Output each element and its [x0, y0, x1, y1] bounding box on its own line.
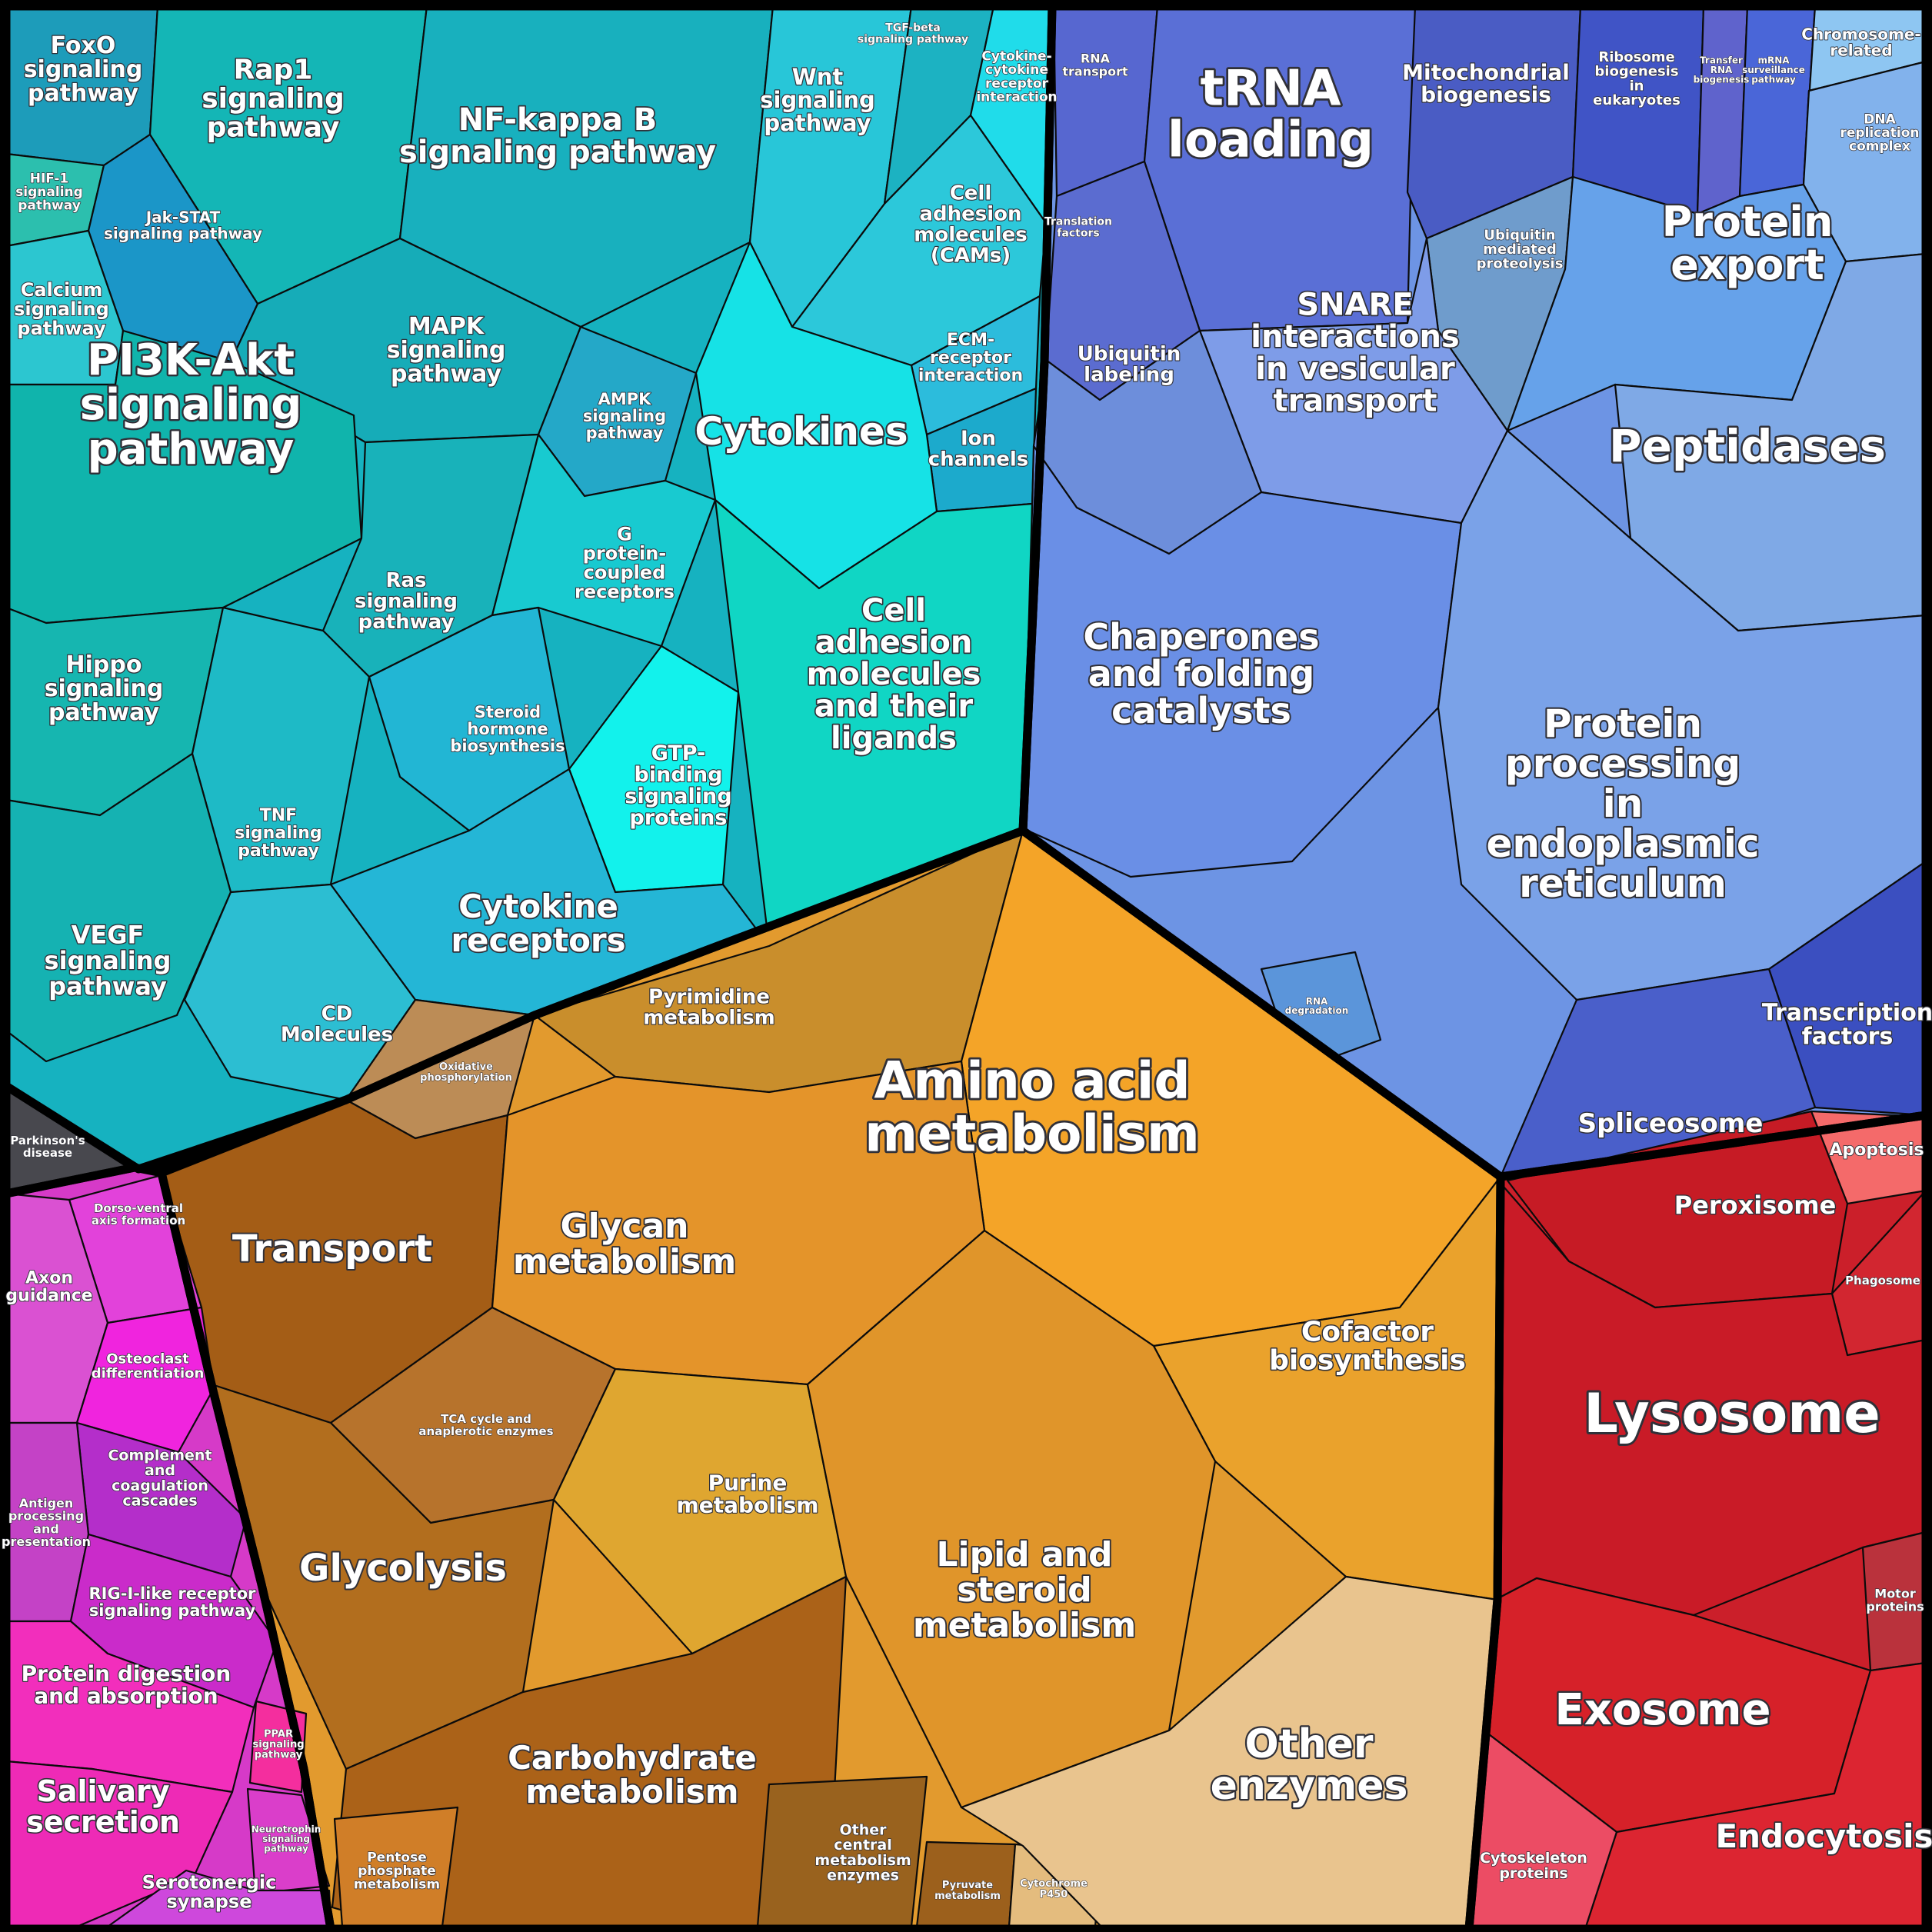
ecm-receptor-interaction-label: ECM-receptor interaction	[918, 331, 1023, 385]
transport-label: Transport	[232, 1227, 432, 1271]
cytochrome-p450-label: Cytochrome P450	[1020, 1878, 1088, 1900]
foxo-signaling-pathway-label: FoxO signaling pathway	[24, 32, 143, 107]
peptidases-label: Peptidases	[1609, 420, 1886, 472]
rna-degradation-label: RNA degradation	[1285, 996, 1349, 1016]
axon-guidance-label: Axon guidance	[5, 1269, 92, 1306]
cofactor-biosynthesis-label: Cofactor biosynthesis	[1269, 1316, 1466, 1376]
phagosome-label: Phagosome	[1845, 1274, 1920, 1287]
transcription-factors-label: Transcription factors	[1762, 999, 1932, 1050]
steroid-hormone-biosynthesis-label: Steroid hormone biosynthesis	[450, 703, 565, 755]
complement-and-coagulation-cascades-label: Complement and coagulation cascades	[108, 1447, 212, 1509]
pi3k-akt-signaling-pathway-label: PI3K-Akt signaling pathway	[80, 335, 302, 475]
mitochondrial-biogenesis-label: Mitochondrial biogenesis	[1402, 59, 1570, 107]
carbohydrate-metabolism-label: Carbohydrate metabolism	[508, 1739, 757, 1810]
g-protein-coupled-receptors-cell[interactable]	[491, 433, 717, 648]
cell-adhesion-molecules-and-their-ligands-label: Cell adhesion molecules and their ligands	[807, 593, 981, 756]
rig-i-like-receptor-signaling-pathway-label: RIG-I-like receptor signaling pathway	[89, 1584, 257, 1620]
serotonergic-synapse-label: Serotonergic synapse	[142, 1872, 277, 1913]
trna-loading-label: tRNA loading	[1168, 61, 1374, 169]
protein-export-cell[interactable]	[1506, 175, 1847, 432]
rna-transport-label: RNA transport	[1062, 52, 1128, 79]
snare-interactions-in-vesicular-transport-label: SNARE interactions in vesicular transport	[1251, 288, 1459, 419]
protein-processing-in-endoplasmic-reticulum-label: Protein processing in endoplasmic reticulum	[1487, 701, 1760, 906]
exosome-label: Exosome	[1555, 1685, 1771, 1735]
labels-layer: FoxO signaling pathway Rap1 signaling pathway…	[1, 22, 1932, 1913]
sector-border-environmental-and-organismal-systems	[2, 1163, 335, 1932]
dna-replication-complex-label: DNA replication complex	[1840, 112, 1919, 154]
osteoclast-differentiation-label: Osteoclast differentiation	[92, 1351, 205, 1382]
cytoskeleton-proteins-label: Cytoskeleton proteins	[1480, 1850, 1587, 1882]
calcium-signaling-pathway-label: Calcium signaling pathway	[14, 279, 109, 339]
neurotrophin-signaling-pathway-cell[interactable]	[246, 1787, 331, 1895]
motor-proteins-label: Motor proteins	[1866, 1587, 1924, 1614]
lipid-and-steroid-metabolism-cell[interactable]	[806, 1229, 1217, 1809]
pentose-phosphate-metabolism-label: Pentose phosphate metabolism	[354, 1850, 440, 1892]
rap1-signaling-pathway-label: Rap1 signaling pathway	[202, 55, 345, 144]
wnt-signaling-pathway-label: Wnt signaling pathway	[760, 64, 874, 136]
hippo-signaling-pathway-label: Hippo signaling pathway	[45, 651, 164, 726]
transfer-rna-biogenesis-label: Transfer RNA biogenesis	[1694, 55, 1750, 85]
salivary-secretion-label: Salivary secretion	[26, 1774, 180, 1839]
peroxisome-label: Peroxisome	[1674, 1191, 1837, 1220]
translation-factors-label: Translation factors	[1044, 216, 1112, 240]
dorso-ventral-axis-formation-label: Dorso-ventral axis formation	[92, 1201, 185, 1227]
ampk-signaling-pathway-label: AMPK signaling pathway	[583, 390, 666, 442]
gtp-binding-signaling-proteins-label: GTP-binding signaling proteins	[625, 741, 731, 830]
cytokine-receptors-label: Cytokine receptors	[451, 888, 625, 959]
osteoclast-differentiation-cell[interactable]	[75, 1306, 215, 1454]
tnf-signaling-pathway-label: TNF signaling pathway	[235, 806, 321, 861]
amino-acid-metabolism-label: Amino acid metabolism	[864, 1051, 1200, 1164]
other-central-metabolism-enzymes-label: Other central metabolism enzymes	[814, 1821, 911, 1884]
protein-export-label: Protein export	[1662, 198, 1834, 289]
endocytosis-label: Endocytosis	[1715, 1817, 1932, 1855]
vegf-signaling-pathway-label: VEGF signaling pathway	[45, 921, 172, 1001]
protein-digestion-and-absorption-label: Protein digestion and absorption	[22, 1661, 232, 1708]
cd-molecules-label: CD Molecules	[281, 1002, 393, 1046]
ribosome-biogenesis-in-eukaryotes-label: Ribosome biogenesis in eukaryotes	[1593, 49, 1681, 108]
chromosome-related-label: Chromosome-related	[1801, 25, 1920, 60]
cell-adhesion-molecules-cams-label: Cell adhesion molecules (CAMs)	[914, 182, 1027, 267]
lipid-and-steroid-metabolism-label: Lipid and steroid metabolism	[913, 1535, 1136, 1645]
apoptosis-label: Apoptosis	[1830, 1141, 1924, 1160]
pyrimidine-metabolism-label: Pyrimidine metabolism	[643, 985, 775, 1029]
glycolysis-label: Glycolysis	[299, 1547, 507, 1590]
tgf-beta-signaling-pathway-label: TGF-beta signaling pathway	[858, 22, 968, 46]
spliceosome-label: Spliceosome	[1578, 1108, 1764, 1139]
sector-signaling-pathways	[5, 5, 1052, 1169]
mapk-signaling-pathway-label: MAPK signaling pathway	[387, 313, 506, 388]
ion-channels-label: Ion channels	[928, 427, 1029, 471]
jak-stat-signaling-pathway-label: Jak-STAT signaling pathway	[104, 208, 262, 243]
oxidative-phosphorylation-label: Oxidative phosphorylation	[420, 1061, 512, 1084]
sector-environmental-and-organismal-systems	[5, 1168, 332, 1929]
ras-signaling-pathway-label: Ras signaling pathway	[355, 569, 458, 634]
purine-metabolism-label: Purine metabolism	[677, 1470, 819, 1517]
tca-cycle-and-anaplerotic-enzymes-label: TCA cycle and anaplerotic enzymes	[418, 1412, 553, 1438]
ppar-signaling-pathway-label: PPAR signaling pathway	[253, 1728, 305, 1760]
ubiquitin-labeling-label: Ubiquitin labeling	[1078, 342, 1181, 386]
glycolysis-cell[interactable]	[210, 1383, 555, 1770]
sector-border-cellular-processes	[1464, 1111, 1930, 1932]
glycan-metabolism-label: Glycan metabolism	[513, 1207, 736, 1281]
pyruvate-metabolism-label: Pyruvate metabolism	[934, 1880, 1001, 1902]
mrna-surveillance-pathway-label: mRNA surveillance pathway	[1742, 55, 1805, 85]
cytokine-cytokine-receptor-interaction-label: Cytokine-cytokine receptor interaction	[976, 48, 1057, 105]
cells-layer	[5, 5, 1927, 1929]
hif-1-signaling-pathway-label: HIF-1 signaling pathway	[15, 171, 83, 213]
sector-metabolism	[160, 829, 1502, 1929]
cytokines-label: Cytokines	[695, 409, 908, 454]
sector-cellular-processes	[1469, 1110, 1927, 1929]
parkinson-s-disease-label: Parkinson's disease	[10, 1134, 85, 1160]
sector-genetic-information-processing	[1023, 5, 1927, 1178]
ubiquitin-mediated-proteolysis-label: Ubiquitin mediated proteolysis	[1477, 227, 1564, 271]
antigen-processing-and-presentation-label: Antigen processing and presentation	[2, 1496, 91, 1549]
other-enzymes-label: Other enzymes	[1211, 1721, 1408, 1809]
lysosome-label: Lysosome	[1584, 1382, 1880, 1445]
neurotrophin-signaling-pathway-label: Neurotrophin signaling pathway	[251, 1824, 321, 1854]
chaperones-and-folding-catalysts-label: Chaperones and folding catalysts	[1083, 616, 1319, 731]
